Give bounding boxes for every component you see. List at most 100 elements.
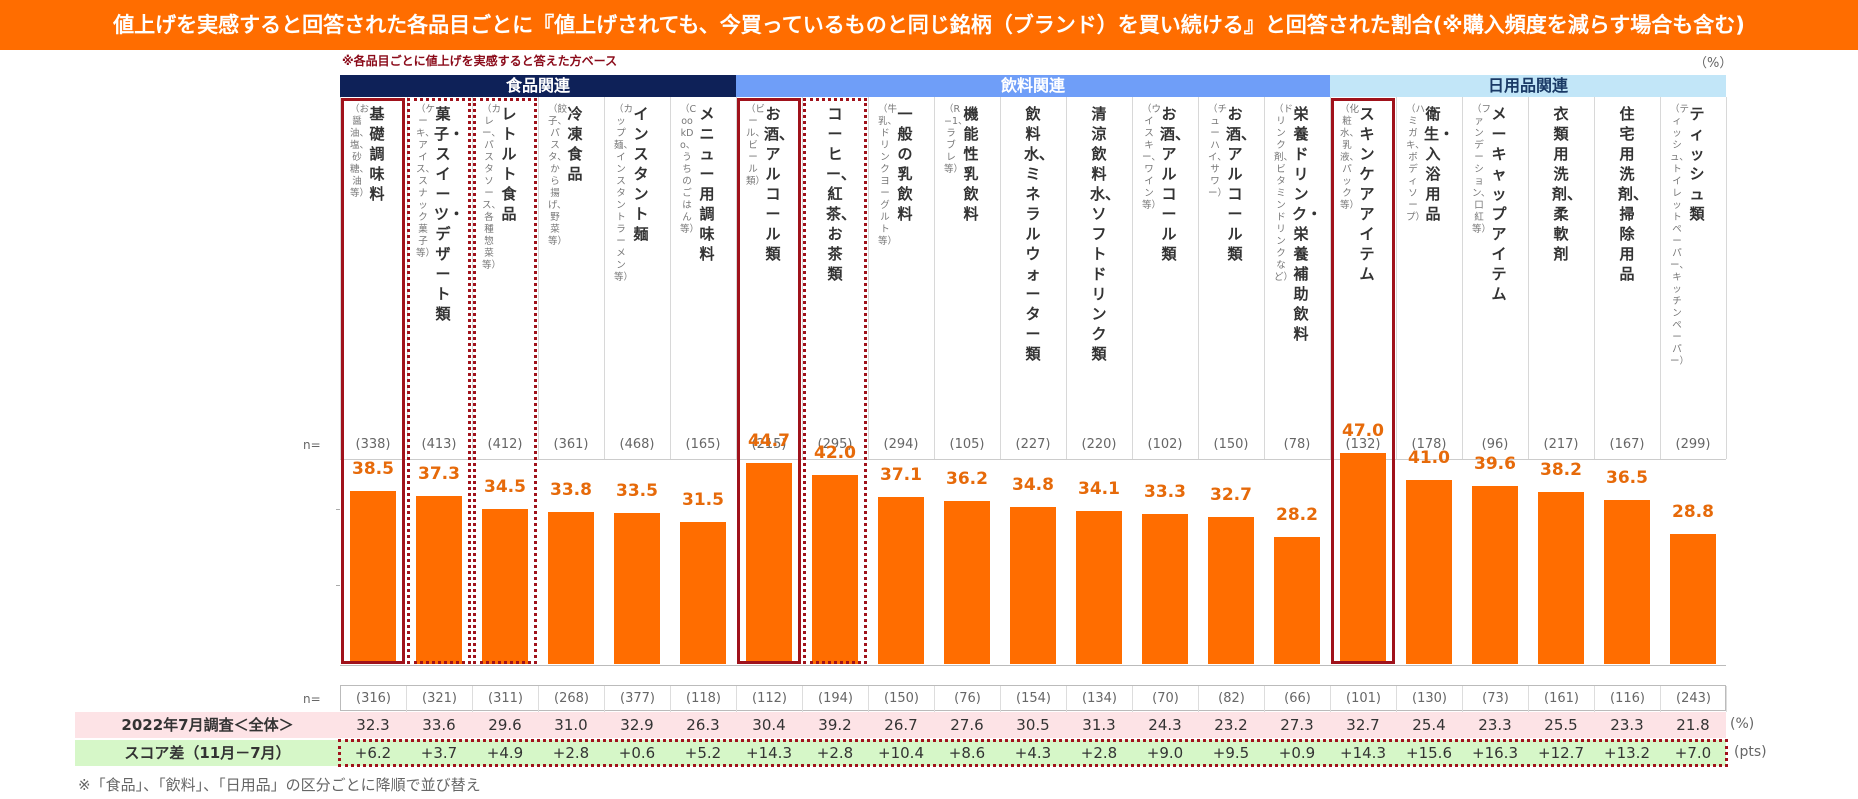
category-name: インスタント麺 [633, 105, 649, 243]
sample-size-top: (295) [817, 437, 853, 452]
sample-size-bottom: (311) [473, 686, 539, 712]
highlight-frame [803, 98, 867, 664]
category-name: 冷凍食品 [567, 105, 583, 183]
diff-row-unit: (pts) [1734, 744, 1767, 760]
bar [350, 490, 396, 664]
sample-size-bottom: (154) [1001, 686, 1067, 712]
prev-score-cell: 33.6 [422, 716, 456, 734]
category-label: 冷凍食品 （餃子、パスタ、から揚げ、野菜等） [546, 104, 600, 434]
sample-size-top: (167) [1609, 437, 1645, 452]
category-name: お酒、アルコール類 [1160, 105, 1191, 263]
sample-size-bottom: (194) [803, 686, 869, 712]
bar [1472, 485, 1518, 664]
bar [944, 501, 990, 664]
bar-value-label: 33.3 [1144, 482, 1186, 503]
category-label: インスタント麺 （カップ麺、インスタントラーメン等） [612, 104, 666, 434]
column-background [1528, 97, 1595, 459]
sample-size-top: (412) [487, 437, 523, 452]
score-diff-cell: +15.6 [1406, 744, 1452, 762]
group-header: 飲料関連 [736, 75, 1330, 97]
bar [680, 522, 726, 664]
bar-value-label: 36.5 [1606, 467, 1648, 488]
column-background [604, 97, 671, 459]
category-label: メニュー用調味料 （CookDo、うちのごはん等） [678, 104, 732, 434]
highlight-frame [407, 98, 471, 664]
category-examples: （ビール、ビール類） [746, 104, 766, 187]
highlight-frame [341, 98, 405, 664]
category-label: 清涼飲料水、ソフトドリンク類 [1074, 104, 1128, 434]
prev-score-cell: 21.8 [1676, 716, 1710, 734]
column-background [1462, 97, 1529, 459]
score-diff-cell: +2.8 [552, 744, 590, 762]
bar-value-label: 42.0 [814, 443, 856, 463]
category-label: レトルト食品 （カレー、パスタソース、各種惣菜等） [480, 104, 534, 434]
category-name: 栄養ドリンク・栄養補助飲料 [1292, 105, 1322, 343]
bar [416, 496, 462, 664]
sample-size-top: (150) [1213, 437, 1249, 452]
n-label-top: n= [303, 438, 321, 452]
score-diff-cell: +9.0 [1146, 744, 1184, 762]
sample-size-top: (178) [1411, 437, 1447, 452]
prev-score-cell: 25.5 [1544, 716, 1578, 734]
category-name: ティッシュ類 [1689, 105, 1705, 223]
bar [746, 462, 792, 664]
score-diff-cell: +3.7 [420, 744, 458, 762]
score-diff-cell: +14.3 [1340, 744, 1386, 762]
category-name: 衛生・入浴用品 [1424, 105, 1455, 223]
sample-size-bottom: (321) [407, 686, 473, 712]
bar [1340, 452, 1386, 664]
category-examples: （R−1、ラブレ等） [944, 104, 968, 175]
bar-value-label: 34.5 [484, 476, 526, 497]
column-background [1396, 97, 1463, 459]
category-examples: （ウイスキー、ワイン等） [1142, 104, 1162, 211]
sample-size-bottom: (118) [671, 686, 737, 712]
bar [812, 475, 858, 664]
prev-score-cell: 23.2 [1214, 716, 1248, 734]
category-name: 一般の乳飲料 [897, 105, 913, 223]
group-header: 日用品関連 [1330, 75, 1726, 97]
score-diff-cell: +12.7 [1538, 744, 1584, 762]
score-diff-cell: +6.2 [354, 744, 392, 762]
category-label: お酒、アルコール類 （ウイスキー、ワイン等） [1140, 104, 1194, 434]
sample-size-top: (132) [1345, 437, 1381, 452]
base-note: ※各品目ごとに値上げを実感すると答えた方ベース [342, 54, 618, 68]
sample-size-bottom: (112) [737, 686, 803, 712]
score-diff-cell: +0.6 [618, 744, 656, 762]
bar-value-label: 32.7 [1210, 484, 1252, 505]
sample-size-bottom: (150) [869, 686, 935, 712]
plot-area [340, 459, 1726, 666]
column-background [736, 97, 803, 459]
prev-score-cell: 31.0 [554, 716, 588, 734]
bar-value-label: 38.2 [1540, 460, 1582, 481]
prev-score-row: 32.3 33.6 29.6 31.0 32.9 26.3 30.4 39.2 26.7 27.6… [340, 712, 1726, 738]
category-name: 住宅用洗剤、掃除用品 [1618, 105, 1649, 283]
n-label-bottom: n= [303, 692, 321, 706]
prev-score-cell: 26.3 [686, 716, 720, 734]
prev-score-cell: 31.3 [1082, 716, 1116, 734]
sample-size-top: (361) [553, 437, 589, 452]
column-background [1066, 97, 1133, 459]
score-diff-cell: +7.0 [1674, 744, 1712, 762]
column-background [1594, 97, 1661, 459]
sample-size-top: (105) [949, 437, 985, 452]
sample-size-top: (220) [1081, 437, 1117, 452]
column-background [1198, 97, 1265, 459]
sample-size-top: (468) [619, 437, 655, 452]
bar-value-label: 28.8 [1672, 502, 1714, 523]
category-examples: （ドリンク剤、ビタミンドリンクなど） [1274, 104, 1294, 283]
bar [482, 508, 528, 664]
sample-size-bottom: (316) [341, 686, 407, 712]
sample-size-top: (102) [1147, 437, 1183, 452]
category-label: 住宅用洗剤、掃除用品 [1602, 104, 1656, 434]
category-name: メーキャップアイテム [1491, 105, 1507, 303]
sample-size-bottom: (66) [1265, 686, 1331, 712]
prev-score-cell: 24.3 [1148, 716, 1182, 734]
bar-value-label: 37.3 [418, 464, 460, 485]
bar [878, 497, 924, 664]
sample-size-bottom: (161) [1529, 686, 1595, 712]
prev-row-unit: (%) [1730, 716, 1755, 732]
column-background [1132, 97, 1199, 459]
bar-value-label: 47.0 [1342, 420, 1384, 441]
prev-score-cell: 30.4 [752, 716, 786, 734]
bar [1604, 499, 1650, 664]
